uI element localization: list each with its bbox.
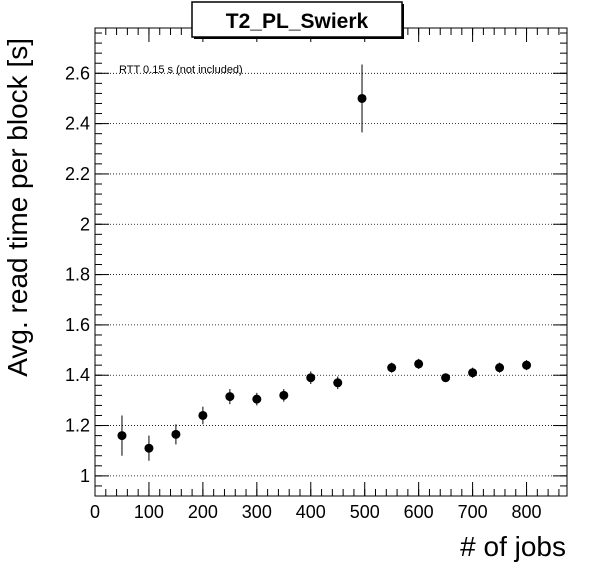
y-tick-label: 2.4 bbox=[65, 114, 90, 134]
point-marker bbox=[279, 390, 289, 400]
point-marker bbox=[225, 392, 235, 402]
data-point bbox=[306, 371, 316, 385]
data-point bbox=[252, 392, 262, 406]
data-point bbox=[225, 389, 235, 405]
y-tick-label: 2.6 bbox=[65, 63, 90, 83]
data-point bbox=[144, 435, 154, 461]
point-marker bbox=[468, 368, 478, 378]
data-point bbox=[441, 373, 451, 383]
point-marker bbox=[441, 373, 451, 383]
point-marker bbox=[414, 359, 424, 369]
y-tick-label: 1.2 bbox=[65, 416, 90, 436]
data-point bbox=[522, 360, 532, 371]
grid-lines bbox=[95, 72, 567, 477]
point-marker bbox=[144, 443, 154, 453]
point-marker bbox=[387, 363, 397, 373]
rtt-annotation: RTT 0.15 s (not included) bbox=[119, 64, 243, 76]
x-tick-label: 300 bbox=[242, 502, 272, 522]
point-marker bbox=[522, 360, 532, 370]
data-point bbox=[333, 376, 343, 390]
title-box-frame bbox=[191, 1, 403, 38]
data-points bbox=[117, 64, 532, 461]
x-tick-label: 0 bbox=[90, 502, 100, 522]
point-marker bbox=[495, 363, 505, 373]
data-point bbox=[279, 389, 289, 402]
axis-ticks bbox=[94, 28, 567, 497]
title-box: T2_PL_Swierk bbox=[191, 1, 404, 39]
y-tick-label: 2.2 bbox=[65, 164, 90, 184]
x-tick-label: 600 bbox=[404, 502, 434, 522]
y-tick-label: 1 bbox=[80, 466, 90, 486]
point-marker bbox=[198, 410, 208, 420]
plot-area bbox=[94, 27, 568, 497]
data-point bbox=[117, 415, 127, 456]
point-marker bbox=[333, 378, 343, 388]
data-point bbox=[357, 64, 367, 133]
x-tick-label: 100 bbox=[134, 502, 164, 522]
data-point bbox=[414, 358, 424, 369]
point-marker bbox=[357, 93, 367, 103]
x-tick-label: 800 bbox=[512, 502, 542, 522]
x-tick-label: 500 bbox=[350, 502, 380, 522]
chart-title: T2_PL_Swierk bbox=[226, 10, 369, 33]
y-tick-label: 1.6 bbox=[65, 315, 90, 335]
point-marker bbox=[252, 394, 262, 404]
data-point bbox=[171, 424, 181, 445]
x-tick-label: 700 bbox=[458, 502, 488, 522]
point-marker bbox=[171, 429, 181, 439]
y-tick-label: 1.4 bbox=[65, 365, 90, 385]
tick-labels: 1 1.2 1.4 1.6 1.8 2 2.2 2.4 2.6 0 100 200 300 400 500 6… bbox=[65, 63, 542, 522]
data-point bbox=[468, 367, 478, 378]
x-axis-title: # of jobs bbox=[460, 531, 566, 562]
data-point bbox=[198, 406, 208, 425]
x-tick-label: 200 bbox=[188, 502, 218, 522]
y-tick-label: 2 bbox=[80, 214, 90, 234]
data-point bbox=[387, 362, 397, 373]
y-axis-title: Avg. read time per block [s] bbox=[2, 38, 33, 377]
point-marker bbox=[117, 431, 127, 441]
y-tick-label: 1.8 bbox=[65, 265, 90, 285]
data-point bbox=[495, 362, 505, 373]
point-marker bbox=[306, 373, 316, 383]
x-tick-label: 400 bbox=[296, 502, 326, 522]
